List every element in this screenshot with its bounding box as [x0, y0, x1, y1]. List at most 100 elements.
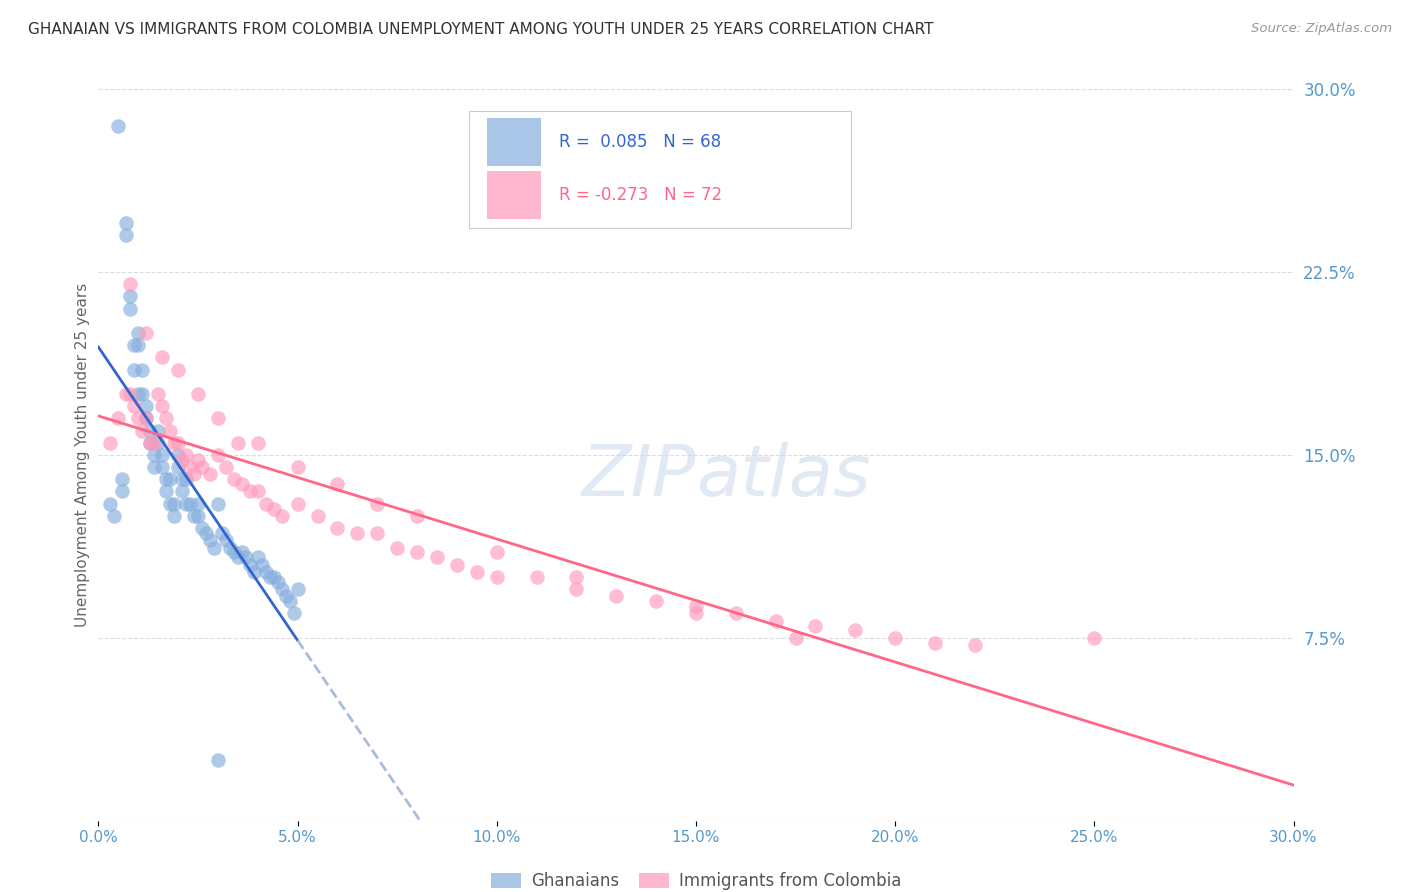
Point: [198, 533, 221, 548]
Point: [326, 521, 349, 535]
Point: [174, 472, 197, 486]
Point: [174, 497, 197, 511]
Point: [124, 399, 146, 413]
Point: [226, 550, 249, 565]
Point: [187, 452, 209, 467]
Point: [107, 119, 129, 133]
Point: [167, 448, 190, 462]
FancyBboxPatch shape: [486, 118, 540, 166]
Point: [127, 387, 149, 401]
Point: [211, 525, 233, 540]
Point: [120, 277, 142, 292]
Point: [159, 472, 181, 486]
Point: [259, 570, 281, 584]
Point: [100, 435, 122, 450]
Point: [785, 631, 807, 645]
Point: [202, 541, 225, 555]
Point: [135, 411, 157, 425]
Text: R = -0.273   N = 72: R = -0.273 N = 72: [558, 186, 721, 204]
Point: [246, 484, 269, 499]
Point: [150, 448, 173, 462]
Point: [1083, 631, 1105, 645]
Point: [446, 558, 468, 572]
Point: [239, 558, 262, 572]
Point: [283, 607, 305, 621]
Point: [124, 362, 146, 376]
Point: [270, 582, 292, 596]
Point: [159, 424, 181, 438]
Point: [143, 435, 166, 450]
Point: [267, 574, 290, 589]
Point: [163, 435, 186, 450]
Point: [127, 338, 149, 352]
Point: [274, 590, 297, 604]
Point: [143, 460, 166, 475]
Point: [139, 435, 162, 450]
Point: [222, 545, 245, 559]
Point: [346, 525, 368, 540]
Point: [326, 477, 349, 491]
Legend: Ghanaians, Immigrants from Colombia: Ghanaians, Immigrants from Colombia: [484, 865, 908, 892]
Point: [179, 497, 201, 511]
Point: [406, 508, 429, 523]
Point: [219, 541, 242, 555]
Point: [172, 472, 194, 486]
Point: [120, 387, 142, 401]
Point: [135, 326, 157, 340]
Point: [150, 399, 173, 413]
Point: [526, 570, 548, 584]
Point: [131, 387, 153, 401]
Point: [107, 411, 129, 425]
Point: [226, 435, 249, 450]
Point: [127, 326, 149, 340]
Point: [120, 289, 142, 303]
Point: [307, 508, 329, 523]
Point: [111, 472, 134, 486]
Point: [406, 545, 429, 559]
Point: [565, 582, 588, 596]
Point: [231, 545, 253, 559]
Point: [804, 618, 827, 632]
Point: [148, 435, 170, 450]
Point: [143, 448, 166, 462]
Point: [385, 541, 409, 555]
Point: [174, 448, 197, 462]
Point: [235, 550, 257, 565]
Point: [924, 635, 946, 649]
Text: Source: ZipAtlas.com: Source: ZipAtlas.com: [1251, 22, 1392, 36]
Point: [366, 525, 388, 540]
Text: atlas: atlas: [696, 442, 870, 511]
Point: [207, 497, 229, 511]
Point: [254, 565, 277, 579]
Point: [187, 387, 209, 401]
Point: [465, 565, 488, 579]
Text: ZIP: ZIP: [582, 442, 696, 511]
Point: [485, 545, 508, 559]
Point: [884, 631, 907, 645]
Y-axis label: Unemployment Among Youth under 25 years: Unemployment Among Youth under 25 years: [75, 283, 90, 627]
Point: [139, 424, 162, 438]
Point: [115, 216, 138, 230]
Point: [426, 550, 449, 565]
Point: [103, 508, 125, 523]
Point: [111, 484, 134, 499]
Point: [127, 411, 149, 425]
Point: [155, 484, 177, 499]
Point: [278, 594, 301, 608]
Point: [605, 590, 627, 604]
Point: [231, 477, 253, 491]
Point: [246, 435, 269, 450]
Point: [222, 472, 245, 486]
Point: [263, 570, 285, 584]
Point: [485, 570, 508, 584]
Point: [198, 467, 221, 482]
FancyBboxPatch shape: [470, 112, 852, 228]
Point: [250, 558, 273, 572]
Point: [155, 411, 177, 425]
Text: GHANAIAN VS IMMIGRANTS FROM COLOMBIA UNEMPLOYMENT AMONG YOUTH UNDER 25 YEARS COR: GHANAIAN VS IMMIGRANTS FROM COLOMBIA UNE…: [28, 22, 934, 37]
Point: [254, 497, 277, 511]
Point: [135, 411, 157, 425]
Point: [150, 351, 173, 365]
Point: [124, 338, 146, 352]
FancyBboxPatch shape: [486, 171, 540, 219]
